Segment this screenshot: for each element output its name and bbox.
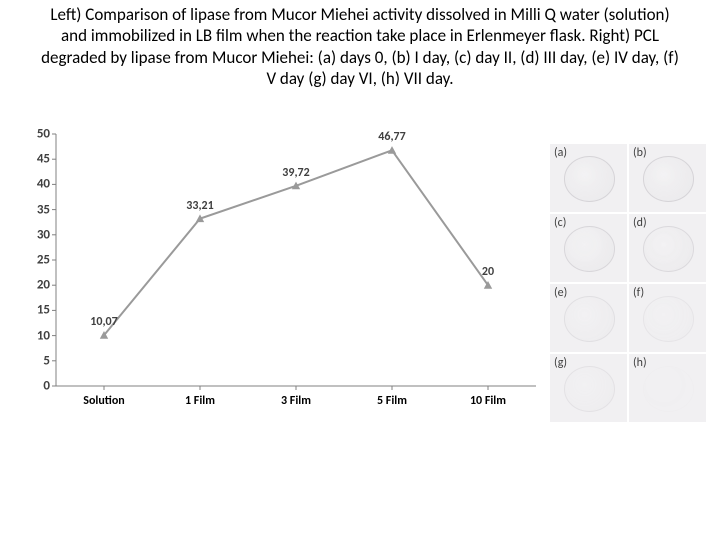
sample-blob — [643, 296, 694, 342]
sample-blob — [564, 296, 615, 342]
y-tick-label: 5 — [43, 353, 50, 368]
y-tick-label: 20 — [37, 278, 50, 293]
panel-letter: (b) — [633, 146, 647, 160]
sample-blob — [643, 156, 694, 202]
panel-letter: (d) — [633, 216, 647, 230]
degradation-image-grid: (a) (b) (c) (d) (e) (f) (g) (h) — [546, 122, 706, 422]
data-point-label: 33,21 — [186, 199, 213, 213]
activity-line-chart: 0 5 10 15 20 25 30 35 40 45 50 Solution 1 Film 3 Film… — [18, 122, 546, 422]
degradation-cell: (h) — [629, 354, 706, 422]
sample-blob — [564, 156, 615, 202]
degradation-cell: (e) — [550, 284, 627, 352]
y-tick-label: 0 — [43, 379, 50, 394]
panel-letter: (e) — [554, 286, 567, 300]
data-point-label: 39,72 — [282, 166, 309, 180]
y-tick-label: 25 — [37, 253, 50, 268]
degradation-cell: (a) — [550, 144, 627, 212]
x-tick-label: 3 Film — [281, 394, 311, 408]
figure-content: 0 5 10 15 20 25 30 35 40 45 50 Solution 1 Film 3 Film… — [18, 122, 702, 422]
sample-blob — [564, 226, 615, 272]
sample-blob — [564, 366, 615, 412]
y-tick-label: 45 — [37, 152, 50, 167]
y-tick-label: 15 — [37, 303, 50, 318]
panel-letter: (g) — [554, 356, 567, 370]
sample-blob — [643, 226, 694, 272]
x-tick-label: 5 Film — [377, 394, 407, 408]
degradation-cell: (d) — [629, 214, 706, 282]
panel-letter: (a) — [554, 146, 567, 160]
panel-letter: (c) — [554, 216, 566, 230]
figure-caption: Left) Comparison of lipase from Mucor Mi… — [40, 4, 680, 89]
y-tick-label: 10 — [37, 328, 50, 343]
y-tick-label: 50 — [37, 127, 50, 142]
y-tick-label: 40 — [37, 177, 50, 192]
panel-letter: (f) — [633, 286, 644, 300]
y-tick-label: 30 — [37, 227, 50, 242]
degradation-cell: (b) — [629, 144, 706, 212]
x-tick-label: Solution — [83, 394, 124, 408]
x-tick-label: 10 Film — [470, 394, 506, 408]
degradation-cell: (f) — [629, 284, 706, 352]
data-point-label: 10,07 — [90, 315, 117, 329]
degradation-cell: (c) — [550, 214, 627, 282]
degradation-cell: (g) — [550, 354, 627, 422]
y-tick-label: 35 — [37, 202, 50, 217]
data-point-label: 46,77 — [378, 130, 405, 144]
x-tick-label: 1 Film — [185, 394, 215, 408]
panel-letter: (h) — [633, 356, 647, 370]
sample-blob — [643, 366, 694, 412]
data-point-label: 20 — [482, 265, 494, 279]
